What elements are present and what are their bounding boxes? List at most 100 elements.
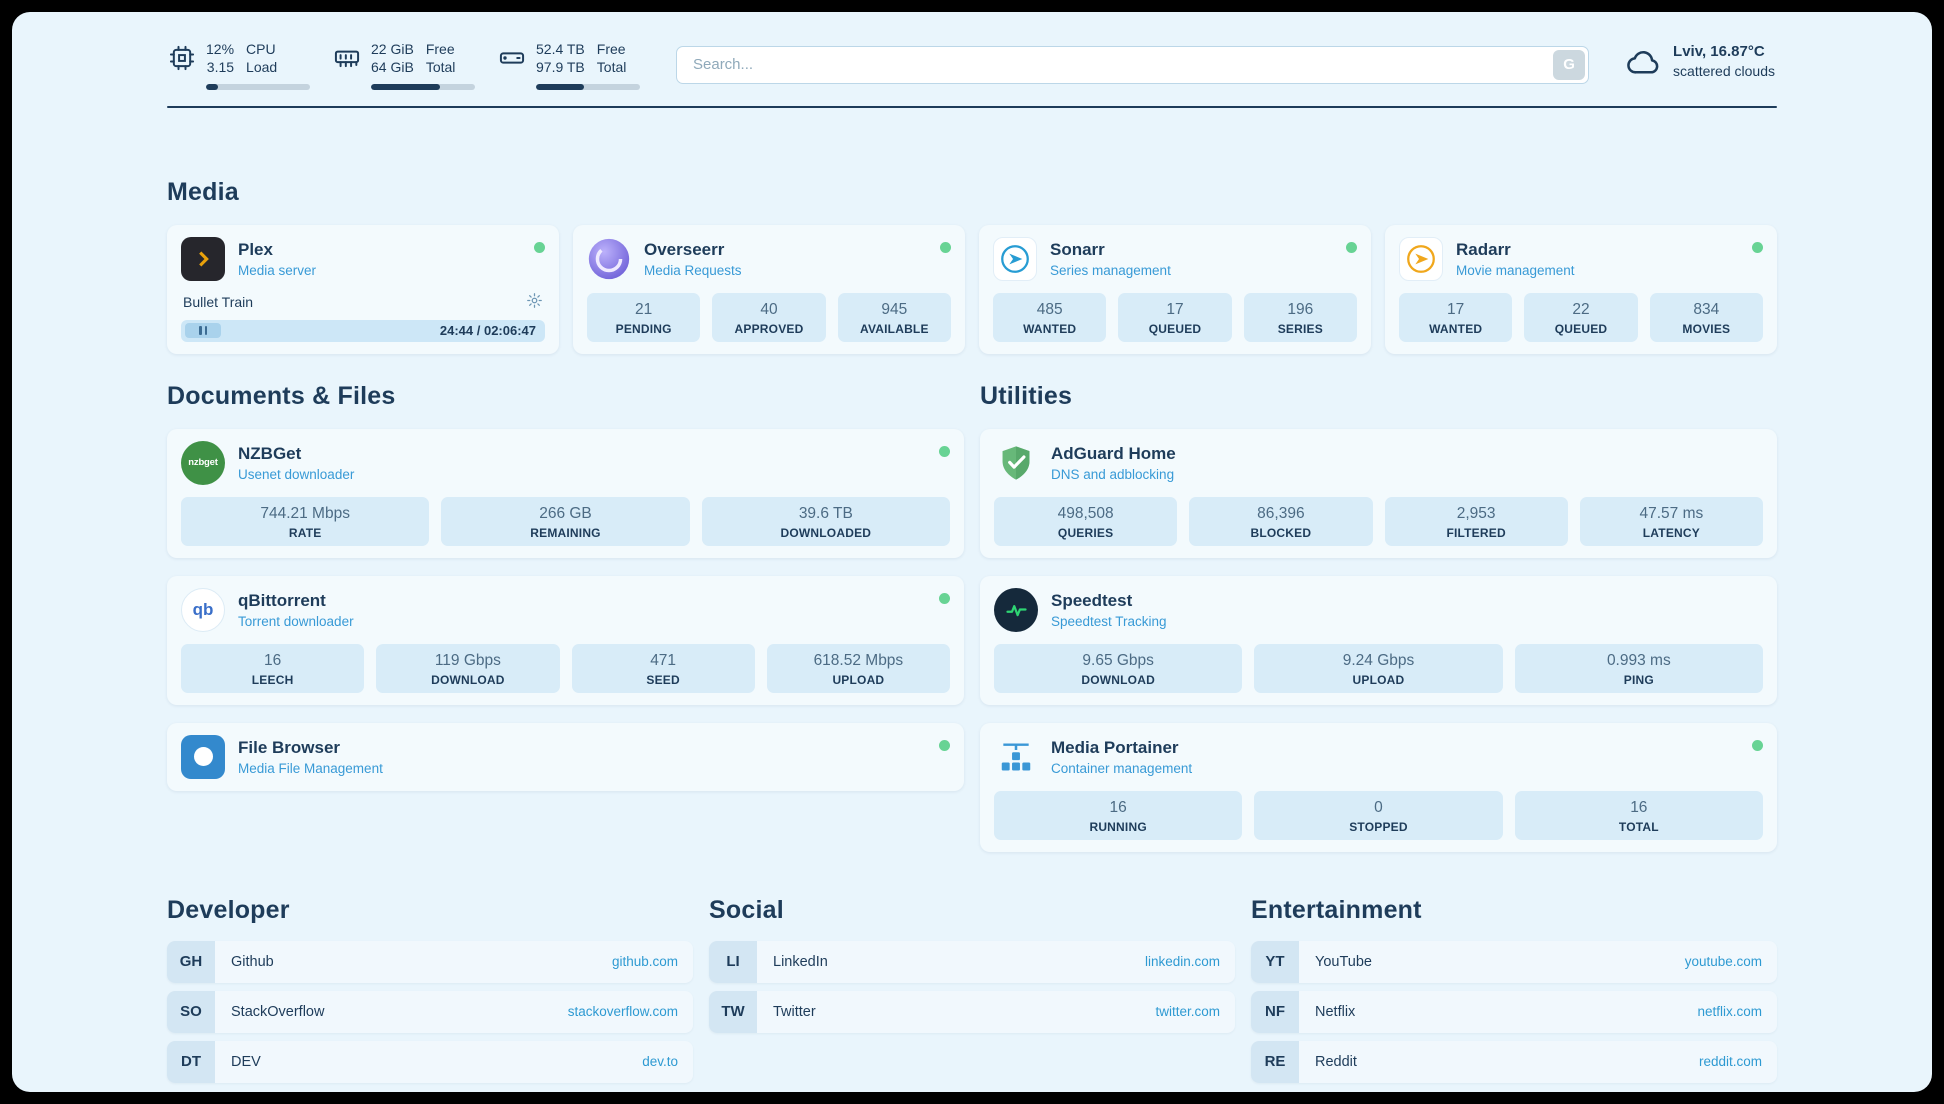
- host-stat-disk: 52.4 TB 97.9 TB Free Total: [497, 40, 640, 90]
- stat-tile: 22 QUEUED: [1524, 292, 1638, 342]
- now-playing-row: Bullet Train: [181, 292, 545, 312]
- header-divider: [167, 105, 1777, 108]
- bookmark-stackoverflow[interactable]: SO StackOverflow stackoverflow.com: [167, 990, 693, 1033]
- status-dot: [940, 241, 951, 253]
- disk-icon: [497, 43, 527, 73]
- section-title-social: Social: [709, 895, 784, 924]
- stat-tile: 471 SEED: [571, 643, 755, 693]
- app-name: qBittorrent: [238, 590, 326, 610]
- stat-tile: 86,396 BLOCKED: [1189, 496, 1373, 546]
- bookmark-netflix[interactable]: NF Netflix netflix.com: [1251, 990, 1777, 1033]
- playback-time: 24:44 / 02:06:47: [439, 323, 536, 339]
- media-card-grid: Plex Media server Bullet Train 24:44 / 0…: [167, 224, 1777, 354]
- stat-tile: 21 PENDING: [587, 292, 701, 342]
- status-dot: [1752, 241, 1763, 253]
- topbar: 12% 3.15 CPU Load: [167, 12, 1777, 90]
- app-card-sonarr[interactable]: Sonarr Series management 485 WANTED 17 Q…: [979, 224, 1371, 354]
- ram-icon: [332, 43, 362, 73]
- app-card-nzbget[interactable]: nzbget NZBGet Usenet downloader 744.21 M…: [167, 428, 964, 558]
- bookmark-twitter[interactable]: TW Twitter twitter.com: [709, 990, 1235, 1033]
- app-subtitle: Series management: [1050, 262, 1171, 278]
- app-name: Media Portainer: [1051, 737, 1179, 757]
- playback-progress-bar[interactable]: 24:44 / 02:06:47: [181, 319, 545, 342]
- app-card-radarr[interactable]: Radarr Movie management 17 WANTED 22 QUE…: [1385, 224, 1777, 354]
- app-card-qbittorrent[interactable]: qb qBittorrent Torrent downloader 16 LEE…: [167, 575, 964, 705]
- section-title-documents: Documents & Files: [167, 381, 396, 410]
- speedtest-icon: [994, 587, 1038, 632]
- app-name: Sonarr: [1050, 239, 1105, 259]
- cloud-icon: [1625, 43, 1663, 86]
- gear-icon[interactable]: [526, 292, 543, 312]
- stat-tile: 17 WANTED: [1399, 292, 1513, 342]
- app-subtitle: DNS and adblocking: [1051, 466, 1175, 482]
- bookmark-youtube[interactable]: YT YouTube youtube.com: [1251, 940, 1777, 983]
- bookmark-reddit[interactable]: RE Reddit reddit.com: [1251, 1040, 1777, 1083]
- section-title-media: Media: [167, 177, 239, 206]
- app-name: Radarr: [1456, 239, 1511, 259]
- now-playing-title: Bullet Train: [183, 293, 254, 310]
- bookmark-github[interactable]: GH Github github.com: [167, 940, 693, 983]
- stat-tile: 0 STOPPED: [1254, 790, 1503, 840]
- documents-column: Documents & Files nzbget NZBGet Usenet d…: [167, 382, 964, 852]
- stat-tile: 2,953 FILTERED: [1384, 496, 1568, 546]
- host-stat-memory: 22 GiB 64 GiB Free Total: [332, 40, 475, 90]
- dashboard-page: 12% 3.15 CPU Load: [12, 12, 1932, 1092]
- overseerr-icon: [587, 237, 631, 281]
- disk-progress-bar: [536, 83, 640, 90]
- bookmarks-developer: Developer GH Github github.com SO StackO…: [167, 896, 693, 1083]
- status-dot: [1752, 739, 1763, 751]
- cpu-label: CPU: [246, 41, 276, 57]
- app-name: NZBGet: [238, 443, 302, 463]
- adguard-icon: [994, 441, 1038, 485]
- plex-icon: [181, 236, 225, 281]
- search-bar: G: [676, 45, 1590, 84]
- app-card-adguard[interactable]: AdGuard Home DNS and adblocking 498,508 …: [980, 428, 1777, 558]
- app-card-portainer[interactable]: Media Portainer Container management 16 …: [980, 722, 1777, 852]
- ram-total-value: 64 GiB: [371, 59, 414, 76]
- app-name: Speedtest: [1051, 590, 1133, 610]
- app-subtitle: Movie management: [1456, 262, 1575, 278]
- nzbget-icon: nzbget: [181, 440, 225, 485]
- bookmark-dev[interactable]: DT DEV dev.to: [167, 1040, 693, 1083]
- load-label: Load: [246, 59, 278, 76]
- bookmark-linkedin[interactable]: LI LinkedIn linkedin.com: [709, 940, 1235, 983]
- disk-free-value: 52.4 TB: [536, 41, 585, 57]
- app-subtitle: Container management: [1051, 760, 1193, 776]
- stat-tile: 9.24 Gbps UPLOAD: [1254, 643, 1503, 693]
- cpu-icon: [167, 43, 197, 73]
- app-card-speedtest[interactable]: Speedtest Speedtest Tracking 9.65 Gbps D…: [980, 575, 1777, 705]
- pause-button[interactable]: [185, 323, 221, 339]
- stat-tile: 47.57 ms LATENCY: [1579, 496, 1763, 546]
- google-search-button[interactable]: G: [1553, 49, 1586, 80]
- app-card-filebrowser[interactable]: File Browser Media File Management: [167, 722, 964, 791]
- stat-tile: 9.65 Gbps DOWNLOAD: [994, 643, 1243, 693]
- bookmarks-entertainment: Entertainment YT YouTube youtube.com NF …: [1251, 896, 1777, 1083]
- status-dot: [939, 592, 950, 604]
- disk-total-label: Total: [596, 59, 627, 76]
- app-name: AdGuard Home: [1051, 443, 1176, 463]
- stat-tile: 40 APPROVED: [712, 292, 826, 342]
- stat-tile: 834 MOVIES: [1649, 292, 1763, 342]
- stat-tile: 618.52 Mbps UPLOAD: [766, 643, 950, 693]
- status-dot: [1346, 241, 1357, 253]
- stat-tile: 266 GB REMAINING: [441, 496, 690, 546]
- app-card-plex[interactable]: Plex Media server Bullet Train 24:44 / 0…: [167, 224, 559, 354]
- portainer-icon: [994, 735, 1038, 779]
- stat-tile: 0.993 ms PING: [1514, 643, 1763, 693]
- app-subtitle: Media File Management: [238, 760, 383, 776]
- stat-tile: 485 WANTED: [993, 292, 1107, 342]
- app-name: Plex: [238, 239, 273, 259]
- host-stat-cpu: 12% 3.15 CPU Load: [167, 40, 310, 90]
- cpu-load-value: 3.15: [206, 59, 235, 76]
- stat-tile: 744.21 Mbps RATE: [181, 496, 430, 546]
- ram-free-label: Free: [425, 41, 455, 57]
- app-card-overseerr[interactable]: Overseerr Media Requests 21 PENDING 40 A…: [573, 224, 965, 354]
- section-title-utilities: Utilities: [980, 381, 1073, 410]
- stat-tile: 16 TOTAL: [1514, 790, 1763, 840]
- disk-free-label: Free: [596, 41, 626, 57]
- weather-location: Lviv, 16.87°C: [1673, 43, 1765, 61]
- stat-tile: 16 LEECH: [181, 643, 365, 693]
- disk-total-value: 97.9 TB: [536, 59, 585, 76]
- app-subtitle: Torrent downloader: [238, 613, 354, 629]
- search-input[interactable]: [676, 45, 1590, 84]
